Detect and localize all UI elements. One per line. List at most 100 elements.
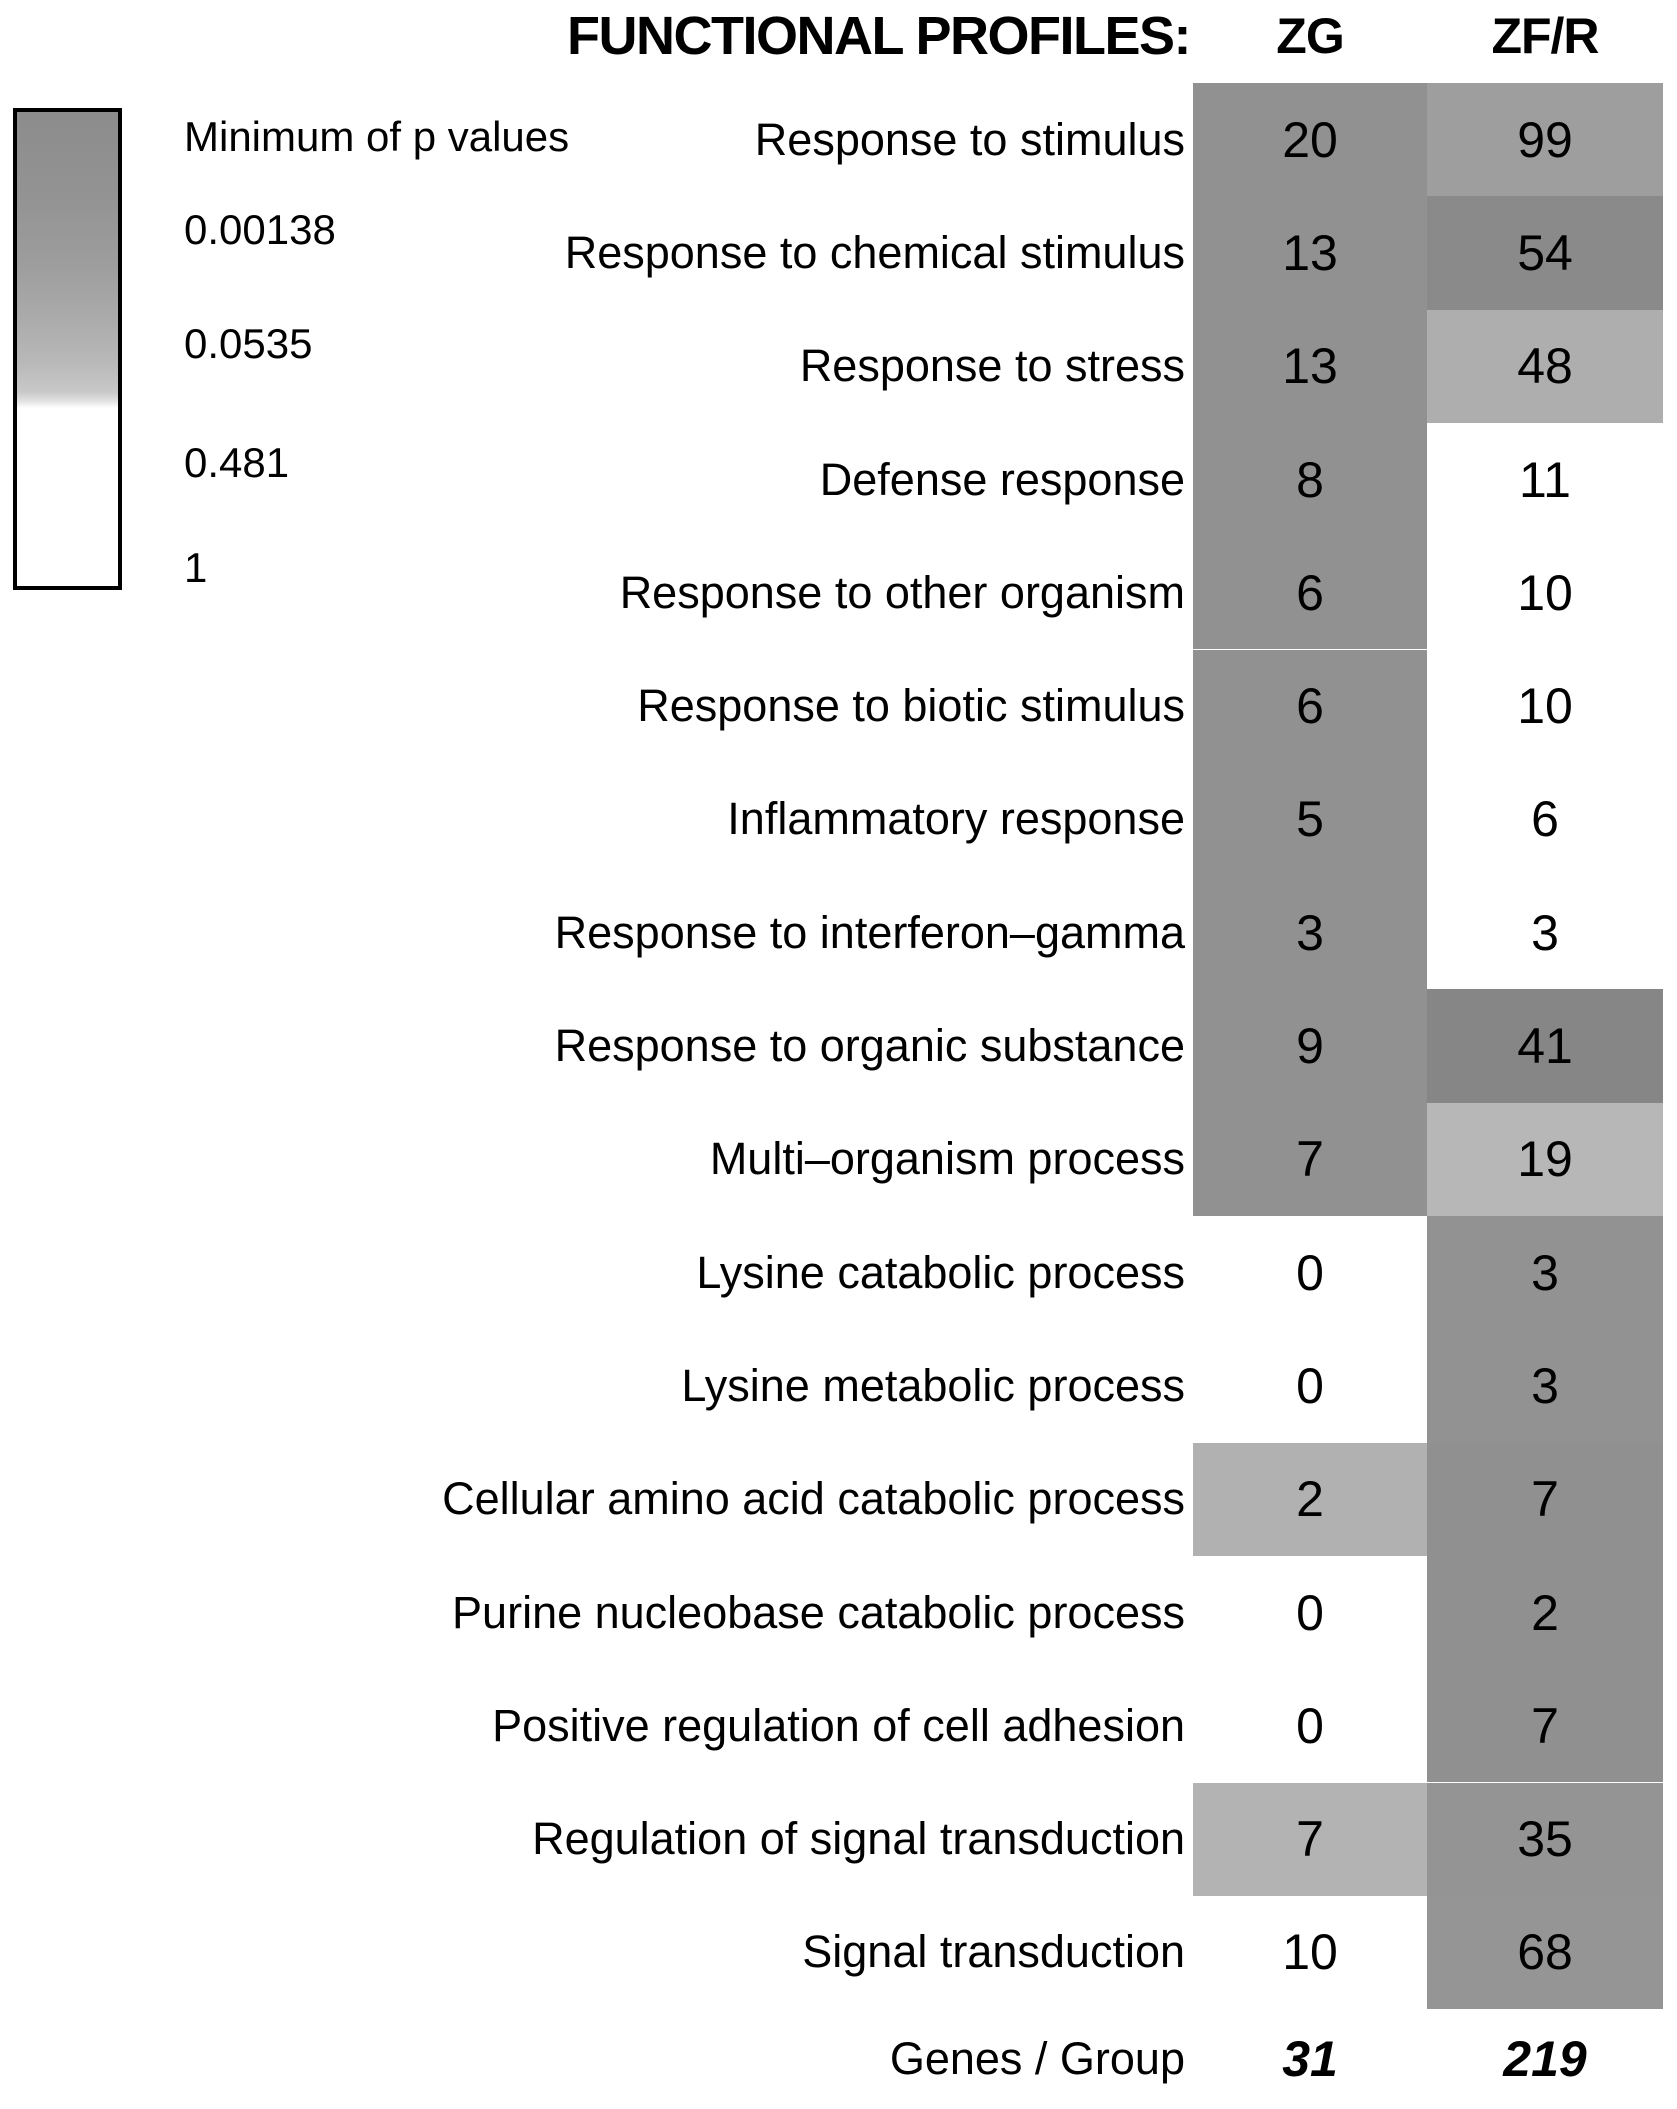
totals-zg-value: 31 xyxy=(1282,2030,1338,2087)
table-row: Lysine catabolic process 0 3 xyxy=(0,1216,1677,1330)
zfr-cell: 19 xyxy=(1427,1102,1663,1216)
zfr-cell: 41 xyxy=(1427,989,1663,1103)
table-row: Regulation of signal transduction 7 35 xyxy=(0,1782,1677,1896)
zfr-cell: 3 xyxy=(1427,1216,1663,1330)
legend-colorbar xyxy=(13,108,122,590)
table-row: Lysine metabolic process 0 3 xyxy=(0,1329,1677,1443)
row-label: Response to stress xyxy=(799,340,1185,392)
zg-value: 8 xyxy=(1296,451,1324,508)
zfr-cell: 3 xyxy=(1427,1329,1663,1443)
zfr-value: 3 xyxy=(1531,1244,1559,1301)
zg-value: 0 xyxy=(1296,1584,1324,1641)
zg-value: 7 xyxy=(1296,1131,1324,1188)
zg-cell: 9 xyxy=(1193,989,1427,1103)
zfr-cell: 35 xyxy=(1427,1782,1663,1896)
row-label: Purine nucleobase catabolic process xyxy=(452,1586,1185,1638)
zfr-cell: 68 xyxy=(1427,1895,1663,2010)
row-label: Response to interferon–gamma xyxy=(554,906,1185,958)
zg-value: 2 xyxy=(1296,1471,1324,1528)
zfr-value: 35 xyxy=(1517,1811,1573,1868)
zg-cell: 2 xyxy=(1193,1442,1427,1556)
zg-value: 20 xyxy=(1282,111,1338,168)
zg-cell: 3 xyxy=(1193,876,1427,990)
table-row: Response to chemical stimulus 13 54 xyxy=(0,196,1677,310)
zg-value: 3 xyxy=(1296,904,1324,961)
zfr-value: 7 xyxy=(1531,1697,1559,1754)
legend-tick: 1 xyxy=(184,544,208,591)
zg-value: 9 xyxy=(1296,1018,1324,1075)
zg-cell: 0 xyxy=(1193,1216,1427,1330)
zfr-value: 99 xyxy=(1517,111,1573,168)
row-label: Response to chemical stimulus xyxy=(564,226,1185,278)
totals-zfr-value: 219 xyxy=(1503,2030,1587,2087)
column-header-zfr: ZF/R xyxy=(1491,8,1599,64)
zg-value: 6 xyxy=(1296,564,1324,621)
zg-cell: 8 xyxy=(1193,422,1427,537)
row-label: Response to stimulus xyxy=(754,113,1185,165)
row-label: Inflammatory response xyxy=(727,793,1185,845)
zg-value: 0 xyxy=(1296,1697,1324,1754)
table-row: Purine nucleobase catabolic process 0 2 xyxy=(0,1555,1677,1670)
legend-tick: 0.481 xyxy=(184,439,290,486)
zg-value: 0 xyxy=(1296,1244,1324,1301)
zg-value: 6 xyxy=(1296,678,1324,735)
zfr-cell: 3 xyxy=(1427,876,1663,990)
zfr-cell: 10 xyxy=(1427,649,1663,763)
table-row: Multi–organism process 7 19 xyxy=(0,1102,1677,1216)
row-label: Cellular amino acid catabolic process xyxy=(442,1473,1185,1525)
zfr-value: 19 xyxy=(1517,1131,1573,1188)
column-header-zg: ZG xyxy=(1276,8,1344,64)
row-label: Signal transduction xyxy=(802,1926,1185,1978)
legend-title: Minimum of p values xyxy=(184,113,570,160)
figure-title: FUNCTIONAL PROFILES: xyxy=(567,6,1191,66)
table-row: Response to stress 13 48 xyxy=(0,309,1677,423)
zg-cell: 6 xyxy=(1193,536,1427,650)
totals-row: Genes / Group 31 219 xyxy=(0,2008,1677,2109)
zfr-cell: 10 xyxy=(1427,536,1663,650)
zg-cell: 0 xyxy=(1193,1329,1427,1443)
zg-cell: 10 xyxy=(1193,1895,1427,2010)
zg-value: 10 xyxy=(1282,1924,1338,1981)
zfr-value: 6 xyxy=(1531,791,1559,848)
zg-value: 13 xyxy=(1282,224,1338,281)
row-label: Defense response xyxy=(819,453,1185,505)
table-row: Response to other organism 6 10 xyxy=(0,536,1677,650)
table-row: Response to interferon–gamma 3 3 xyxy=(0,876,1677,990)
row-label: Multi–organism process xyxy=(709,1133,1185,1185)
zfr-cell: 11 xyxy=(1427,422,1663,537)
zfr-cell: 54 xyxy=(1427,196,1663,310)
zg-value: 13 xyxy=(1282,338,1338,395)
zg-cell: 13 xyxy=(1193,196,1427,310)
zg-cell: 7 xyxy=(1193,1782,1427,1896)
zfr-cell: 6 xyxy=(1427,762,1663,877)
zfr-cell: 7 xyxy=(1427,1442,1663,1556)
table-row: Response to organic substance 9 41 xyxy=(0,989,1677,1103)
zfr-cell: 7 xyxy=(1427,1669,1663,1783)
legend-tick: 0.0535 xyxy=(184,320,313,367)
zg-cell: 0 xyxy=(1193,1555,1427,1670)
zfr-value: 7 xyxy=(1531,1471,1559,1528)
table-row: Positive regulation of cell adhesion 0 7 xyxy=(0,1669,1677,1783)
table-row: Response to stimulus 20 99 xyxy=(0,83,1677,197)
row-label: Positive regulation of cell adhesion xyxy=(492,1699,1185,1751)
row-label: Response to other organism xyxy=(619,566,1185,618)
zfr-value: 11 xyxy=(1519,451,1571,508)
row-label: Lysine metabolic process xyxy=(681,1359,1185,1411)
zfr-value: 68 xyxy=(1517,1924,1573,1981)
table-row: Signal transduction 10 68 xyxy=(0,1895,1677,2010)
zfr-value: 3 xyxy=(1531,1357,1559,1414)
zfr-value: 10 xyxy=(1517,564,1573,621)
table-row: Defense response 8 11 xyxy=(0,422,1677,537)
row-label: Lysine catabolic process xyxy=(696,1246,1185,1298)
zfr-value: 41 xyxy=(1517,1018,1573,1075)
zg-cell: 20 xyxy=(1193,83,1427,197)
zg-cell: 13 xyxy=(1193,309,1427,423)
table-row: Inflammatory response 5 6 xyxy=(0,762,1677,877)
row-label: Response to organic substance xyxy=(554,1020,1185,1072)
zg-cell: 6 xyxy=(1193,649,1427,763)
zg-cell: 0 xyxy=(1193,1669,1427,1783)
zfr-value: 2 xyxy=(1531,1584,1559,1641)
table-row: Cellular amino acid catabolic process 2 … xyxy=(0,1442,1677,1556)
zfr-cell: 2 xyxy=(1427,1555,1663,1670)
totals-label: Genes / Group xyxy=(889,2032,1185,2084)
